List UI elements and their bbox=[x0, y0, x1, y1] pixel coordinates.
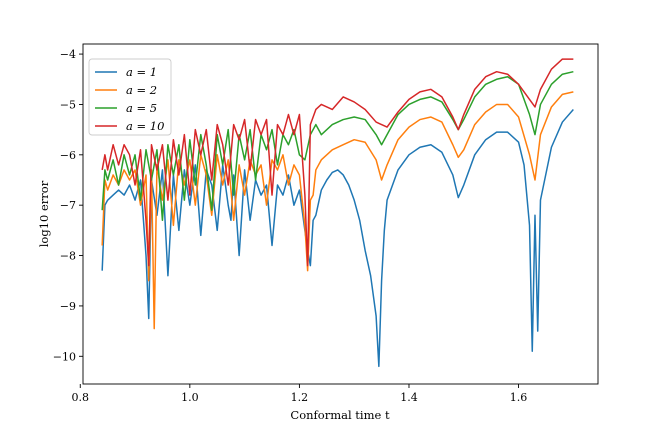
legend-label-2: a = 2 bbox=[126, 83, 157, 97]
x-axis-label: Conformal time t bbox=[290, 408, 390, 422]
legend-label-4: a = 10 bbox=[126, 119, 164, 133]
y-tick-label: −6 bbox=[60, 149, 76, 162]
y-tick-label: −7 bbox=[60, 199, 76, 212]
legend-label-3: a = 5 bbox=[126, 101, 157, 115]
y-tick-label: −8 bbox=[60, 250, 76, 263]
x-tick-label: 1.0 bbox=[181, 391, 199, 404]
y-tick-label: −5 bbox=[60, 98, 76, 111]
legend-label-1: a = 1 bbox=[126, 65, 157, 79]
x-tick-label: 1.4 bbox=[400, 391, 418, 404]
x-tick-label: 1.2 bbox=[291, 391, 309, 404]
y-axis-label: log10 error bbox=[37, 180, 51, 247]
x-tick-label: 0.8 bbox=[72, 391, 90, 404]
legend-box bbox=[88, 58, 172, 136]
series-line-2 bbox=[101, 91, 574, 330]
plot-frame bbox=[82, 43, 599, 385]
series-line-4 bbox=[101, 58, 574, 267]
series-line-3 bbox=[101, 70, 574, 222]
x-axis-ticks: 0.8 1.0 1.2 1.4 1.6 bbox=[72, 384, 528, 404]
y-axis-ticks: −4 −5 −6 −7 −8 −9 −10 bbox=[53, 48, 83, 363]
y-tick-label: −10 bbox=[53, 350, 76, 363]
legend: a = 1 a = 2 a = 5 a = 10 bbox=[88, 58, 172, 136]
y-tick-label: −4 bbox=[60, 48, 76, 61]
x-tick-label: 1.6 bbox=[510, 391, 528, 404]
y-tick-label: −9 bbox=[60, 300, 76, 313]
series-layer bbox=[101, 58, 574, 368]
